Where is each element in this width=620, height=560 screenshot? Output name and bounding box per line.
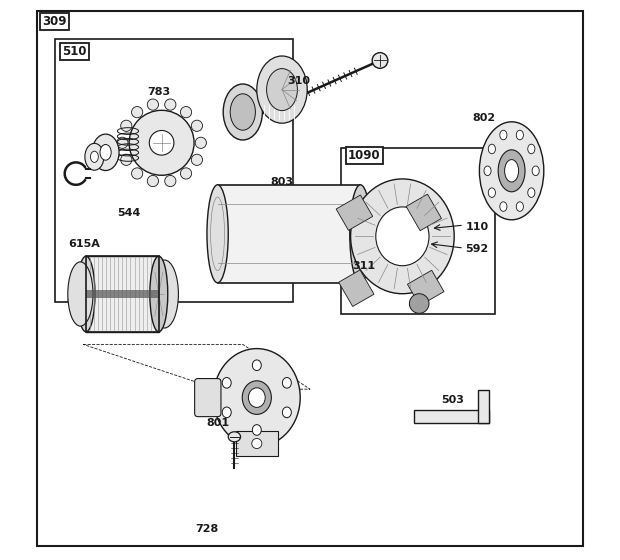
Text: 783: 783 (148, 87, 171, 97)
Ellipse shape (222, 407, 231, 418)
Text: 802: 802 (472, 113, 495, 123)
Ellipse shape (85, 143, 104, 170)
Ellipse shape (242, 381, 272, 414)
Ellipse shape (528, 144, 535, 153)
Text: 801: 801 (206, 418, 229, 428)
Ellipse shape (500, 202, 507, 211)
Ellipse shape (213, 348, 300, 447)
Ellipse shape (91, 151, 99, 162)
Circle shape (195, 137, 206, 148)
Bar (478, 390, 489, 423)
Ellipse shape (282, 377, 291, 388)
Ellipse shape (68, 262, 93, 326)
Circle shape (129, 110, 194, 175)
Text: 311: 311 (352, 261, 375, 271)
Ellipse shape (267, 68, 298, 111)
Bar (68, 295, 78, 304)
Ellipse shape (151, 260, 179, 328)
Circle shape (165, 175, 176, 186)
Text: 310: 310 (288, 76, 311, 86)
Text: 1090: 1090 (348, 149, 381, 162)
Bar (341, 148, 495, 314)
Text: 309: 309 (42, 15, 67, 28)
Ellipse shape (479, 122, 544, 220)
Ellipse shape (230, 94, 255, 130)
Bar (218, 185, 360, 283)
Text: 615A: 615A (68, 239, 100, 249)
Bar (407, 270, 444, 306)
Ellipse shape (100, 144, 111, 160)
Ellipse shape (222, 377, 231, 388)
Circle shape (131, 106, 143, 118)
Ellipse shape (484, 166, 491, 176)
Ellipse shape (516, 130, 523, 140)
Circle shape (131, 168, 143, 179)
Text: 110: 110 (466, 222, 489, 232)
Bar (414, 410, 489, 423)
Ellipse shape (257, 56, 307, 123)
Ellipse shape (252, 360, 261, 371)
Bar (86, 290, 159, 298)
Bar (86, 256, 159, 332)
Ellipse shape (350, 185, 371, 283)
Ellipse shape (249, 388, 265, 408)
Circle shape (148, 99, 159, 110)
Circle shape (165, 99, 176, 110)
Ellipse shape (516, 202, 523, 211)
Circle shape (117, 137, 128, 148)
Ellipse shape (223, 84, 262, 140)
Bar (236, 431, 278, 456)
Text: 510: 510 (63, 45, 87, 58)
Text: 803: 803 (271, 177, 294, 187)
Bar (406, 194, 441, 231)
Ellipse shape (282, 407, 291, 418)
Ellipse shape (228, 432, 241, 442)
Bar (55, 39, 293, 302)
Text: eReplacementParts.com: eReplacementParts.com (200, 282, 420, 300)
Circle shape (121, 120, 132, 132)
Ellipse shape (489, 188, 495, 198)
Circle shape (149, 130, 174, 155)
Circle shape (192, 154, 203, 165)
Circle shape (180, 168, 192, 179)
Ellipse shape (500, 130, 507, 140)
Ellipse shape (77, 256, 95, 332)
Text: 503: 503 (441, 395, 464, 405)
Ellipse shape (505, 160, 518, 182)
Circle shape (180, 106, 192, 118)
Circle shape (148, 175, 159, 186)
Ellipse shape (150, 256, 168, 332)
Text: 544: 544 (117, 208, 140, 218)
Ellipse shape (252, 438, 262, 449)
Ellipse shape (532, 166, 539, 176)
Ellipse shape (350, 179, 454, 294)
Bar (339, 270, 374, 306)
Ellipse shape (92, 134, 119, 170)
Ellipse shape (252, 424, 261, 435)
Text: 592: 592 (466, 244, 489, 254)
Ellipse shape (528, 188, 535, 198)
Text: 728: 728 (195, 524, 218, 534)
Circle shape (372, 53, 388, 68)
FancyBboxPatch shape (195, 379, 221, 417)
Bar (336, 195, 373, 230)
Ellipse shape (207, 185, 228, 283)
Ellipse shape (489, 144, 495, 153)
Ellipse shape (498, 150, 525, 192)
Ellipse shape (409, 294, 429, 314)
Circle shape (192, 120, 203, 132)
Circle shape (121, 154, 132, 165)
Ellipse shape (376, 207, 429, 266)
Bar (86, 256, 159, 332)
